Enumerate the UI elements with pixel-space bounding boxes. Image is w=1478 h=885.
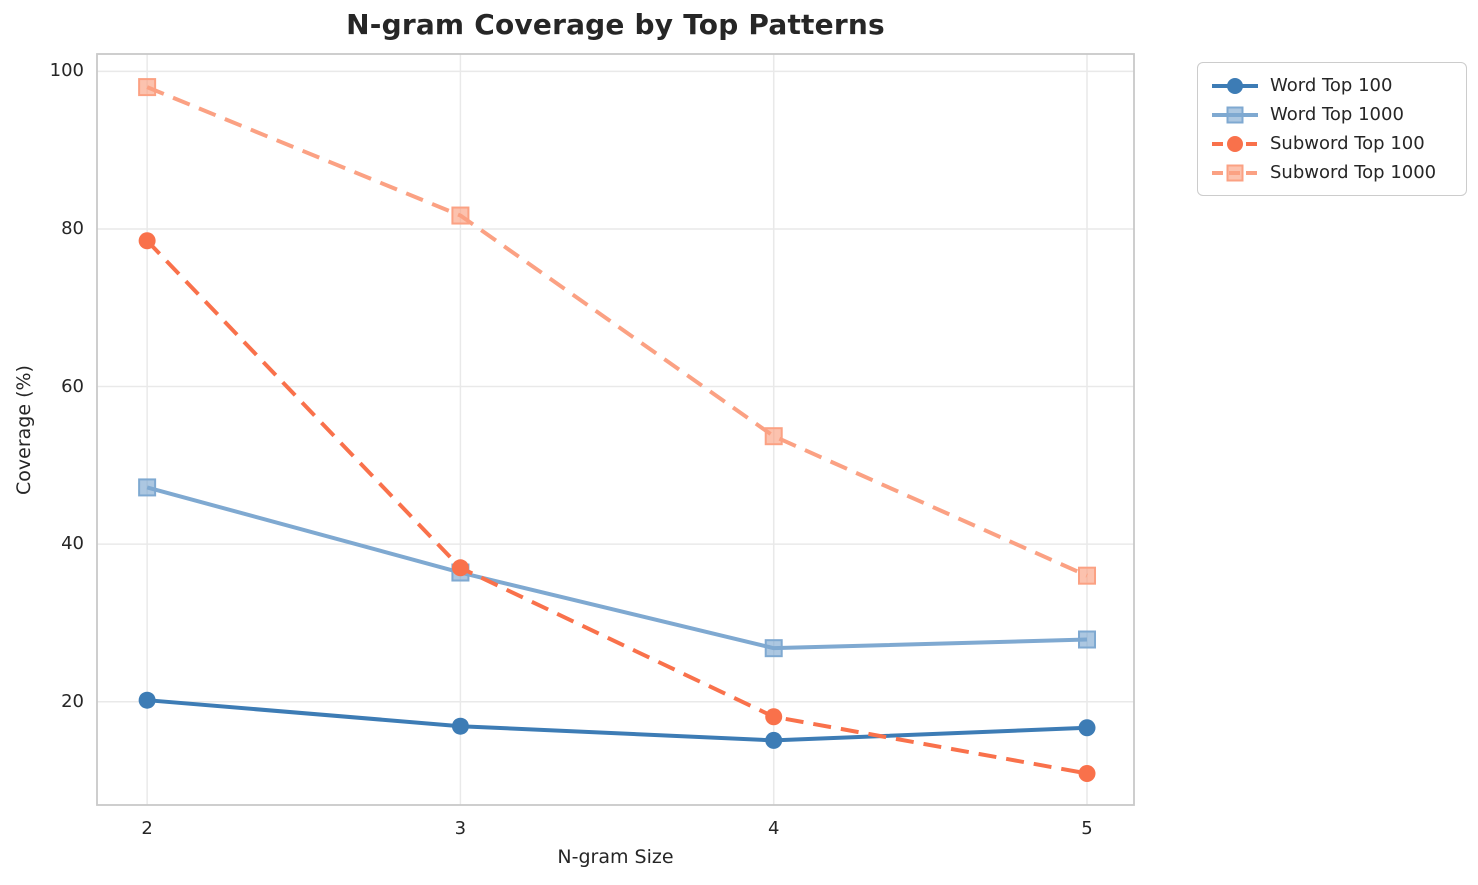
chart-title: N-gram Coverage by Top Patterns	[346, 8, 885, 41]
marker-circle-word-top-100	[451, 717, 469, 735]
legend-marker-circle	[1227, 77, 1243, 94]
legend-swatch-word-top-1000	[1212, 106, 1258, 123]
legend: Word Top 100 Word Top 1000 Subword Top 100…	[1197, 62, 1467, 196]
x-tick-label: 4	[767, 818, 780, 839]
legend-label: Word Top 1000	[1270, 104, 1404, 125]
y-tick-label: 100	[49, 60, 84, 82]
legend-item-word-top-1000: Word Top 1000	[1210, 101, 1454, 128]
series-line-subword-top-100	[145, 239, 1088, 776]
marker-circle-subword-top-100	[451, 559, 469, 577]
y-tick-label: 20	[61, 690, 84, 712]
x-tick-label: 3	[454, 818, 467, 839]
marker-square-subword-top-1000	[1078, 566, 1097, 585]
y-tick-label: 80	[61, 217, 84, 239]
marker-circle-subword-top-100	[1078, 764, 1096, 782]
series-line-word-top-100	[146, 698, 1088, 743]
legend-swatch-subword-top-1000	[1212, 164, 1258, 181]
series-line-word-top-1000	[146, 485, 1088, 651]
legend-item-word-top-100: Word Top 100	[1210, 72, 1454, 99]
marker-circle-word-top-100	[1078, 719, 1096, 737]
legend-label: Subword Top 100	[1270, 133, 1425, 154]
y-tick-label: 60	[61, 375, 84, 397]
x-tick-label: 2	[141, 818, 153, 839]
marker-square-subword-top-1000	[451, 206, 470, 225]
legend-item-subword-top-1000: Subword Top 1000	[1210, 159, 1454, 186]
marker-circle-subword-top-100	[765, 708, 783, 726]
marker-square-word-top-1000	[138, 478, 157, 497]
legend-item-subword-top-100: Subword Top 100	[1210, 130, 1454, 157]
legend-label: Word Top 100	[1270, 75, 1393, 96]
legend-marker-circle	[1227, 135, 1243, 152]
marker-circle-subword-top-100	[138, 232, 156, 250]
marker-square-subword-top-1000	[764, 427, 783, 446]
series-line-subword-top-1000	[146, 85, 1088, 578]
x-tick-label: 5	[1081, 818, 1093, 839]
legend-swatch-subword-top-100	[1212, 135, 1258, 152]
marker-circle-word-top-100	[138, 691, 156, 709]
marker-square-word-top-1000	[764, 639, 783, 658]
legend-marker-square	[1226, 106, 1244, 123]
x-axis-label: N-gram Size	[557, 846, 674, 868]
axes-box	[96, 53, 1135, 806]
legend-swatch-word-top-100	[1212, 77, 1258, 94]
marker-circle-word-top-100	[765, 731, 783, 749]
marker-square-subword-top-1000	[138, 78, 157, 97]
marker-square-word-top-1000	[1078, 630, 1097, 649]
y-tick-label: 40	[61, 533, 84, 555]
legend-marker-square	[1226, 164, 1244, 181]
legend-label: Subword Top 1000	[1270, 162, 1437, 183]
